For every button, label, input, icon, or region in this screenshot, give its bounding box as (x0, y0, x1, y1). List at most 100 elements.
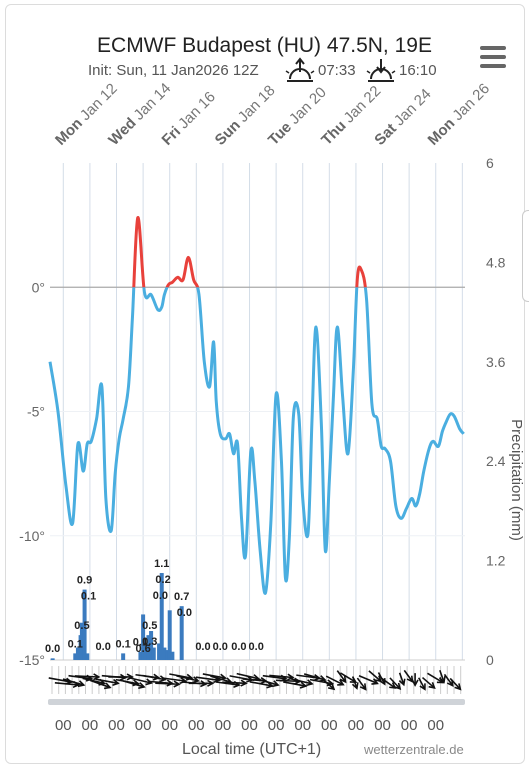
precipitation-value-label: 0.5 (142, 620, 157, 632)
precipitation-bar (179, 606, 184, 660)
precipitation-value-label: 0.0 (249, 641, 264, 653)
wind-arrow-head (339, 675, 347, 684)
precipitation-tick-label: 6 (486, 155, 494, 171)
wind-arrow-head (179, 676, 188, 685)
precipitation-value-label: 0.6 (135, 643, 150, 655)
wind-arrow (427, 672, 444, 684)
hour-label: 00 (294, 717, 311, 734)
wind-arrow-head (240, 679, 248, 687)
top-axis-tick-label: Mon Jan 26 (425, 80, 494, 149)
init-time: Init: Sun, 11 Jan2026 12Z (88, 62, 259, 79)
precipitation-value-label: 0.0 (213, 641, 228, 653)
precipitation-bar (75, 647, 80, 660)
precipitation-value-label: 0.1 (133, 637, 148, 649)
wind-arrow (195, 676, 220, 682)
precipitation-bar (159, 573, 164, 660)
wind-arrow (368, 670, 382, 682)
wind-arrow (257, 678, 279, 686)
temperature-series (48, 216, 465, 595)
wind-arrow-head (389, 682, 397, 689)
wind-arrow-head (112, 678, 120, 686)
wind-arrow (336, 670, 347, 683)
precipitation-bar (157, 643, 162, 660)
wind-arrow (358, 674, 378, 685)
wind-arrow-head (272, 680, 280, 688)
precipitation-value-label: 0.3 (142, 636, 157, 648)
wind-arrow-head (351, 682, 359, 690)
wind-arrow (290, 677, 313, 685)
wind-arrow-head (77, 680, 86, 688)
wind-arrow (54, 682, 79, 686)
precipitation-bar (85, 653, 90, 660)
precipitation-value-label: 0.0 (231, 641, 246, 653)
wind-arrow (325, 675, 344, 686)
wind-arrow (275, 679, 300, 683)
precipitation-bar (146, 635, 151, 660)
wind-arrow (123, 680, 145, 688)
wind-arrow (351, 676, 358, 689)
wind-arrow (389, 677, 401, 690)
hour-label: 00 (374, 717, 391, 734)
wind-arrow-head (103, 682, 112, 690)
wind-arrows (48, 666, 465, 705)
temperature-tick-label: -10° (19, 528, 45, 544)
wind-arrow-head (327, 683, 336, 691)
wind-arrow (380, 677, 396, 689)
wind-arrow (210, 675, 232, 683)
precipitation-labels: 0.0 0.10.50.90.10.0 0.1 0.10.60.50.31.10.20… (45, 558, 264, 655)
wind-arrow (95, 678, 119, 685)
hamburger-menu-icon[interactable] (480, 46, 506, 68)
temperature-tick-label: 0° (32, 279, 45, 295)
wind-arrow (403, 669, 414, 683)
precipitation-value-label: 0.0 (195, 641, 210, 653)
wind-arrow (303, 673, 326, 681)
sunset-icon (366, 59, 396, 82)
wind-arrow-head (411, 679, 419, 687)
hour-label: 00 (268, 717, 285, 734)
x-axis-label: Local time (UTC+1) (182, 741, 322, 758)
wind-arrow-head (93, 673, 101, 681)
wind-arrow (142, 674, 166, 681)
wind-arrow (215, 681, 240, 686)
hour-label: 00 (161, 717, 178, 734)
temperature-tick-label: -15° (19, 652, 45, 668)
precipitation-tick-label: 1.2 (486, 553, 506, 569)
wind-arrow-head (138, 682, 146, 690)
wind-arrow (283, 681, 306, 687)
wind-arrow (449, 677, 461, 690)
wind-arrow (129, 677, 152, 684)
precipitation-bar (121, 653, 126, 660)
wind-arrow-head (371, 678, 379, 685)
source-credit: wetterzentrale.de (364, 742, 464, 757)
wind-arrow (439, 669, 445, 683)
wind-arrow-head (173, 680, 181, 688)
side-panel-tab[interactable] (522, 210, 529, 302)
hour-label: 00 (135, 717, 152, 734)
wind-arrow (356, 677, 367, 690)
precipitation-tick-label: 0 (486, 652, 494, 668)
wind-arrow (68, 674, 92, 680)
hour-label: 00 (427, 717, 444, 734)
temperature-line-above-zero (132, 216, 367, 288)
precipitation-bar (50, 658, 55, 660)
precipitation-value-label: 0.7 (174, 591, 189, 603)
precipitation-value-label: 0.2 (155, 574, 170, 586)
wind-arrow-head (419, 683, 426, 691)
hour-label: 00 (401, 717, 418, 734)
precipitation-bar (138, 651, 143, 660)
precipitation-value-label: 0.0 (45, 643, 60, 655)
precipitation-bar (167, 610, 172, 660)
wind-arrow (48, 677, 72, 683)
wind-arrow-head (454, 683, 462, 691)
wind-arrow (155, 682, 180, 686)
wind-arrow (249, 681, 273, 687)
precipitation-bar (170, 651, 175, 660)
hour-label: 00 (215, 717, 232, 734)
wind-arrow (417, 677, 426, 690)
precipitation-bar (73, 653, 78, 660)
precipitation-bars (50, 573, 184, 660)
wind-arrow (421, 676, 436, 689)
chart-title: ECMWF Budapest (HU) 47.5N, 19E (97, 34, 432, 57)
hour-label: 00 (108, 717, 125, 734)
